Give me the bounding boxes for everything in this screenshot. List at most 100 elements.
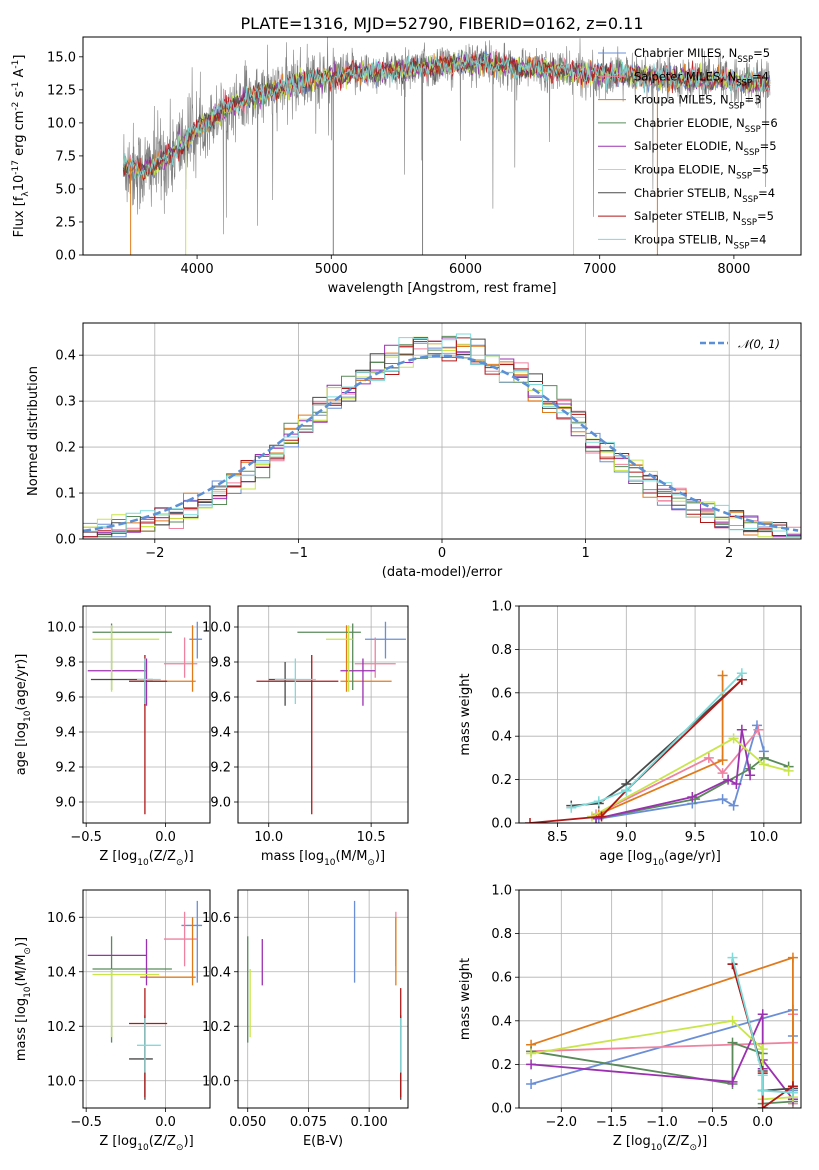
- weight-point: [703, 752, 714, 763]
- y-tick-label: 0.2: [491, 1058, 512, 1073]
- x-tick-label: −0.5: [70, 1115, 102, 1130]
- y-tick-label: 10.6: [202, 911, 231, 926]
- legend: Chabrier MILES, NSSP=5 Salpeter MILES, NS…: [598, 46, 778, 251]
- y-axis-label: Flux [fλ10-17 erg cm-2 s-1 A-1]: [11, 55, 31, 238]
- legend-entry: Chabrier ELODIE, NSSP=6: [634, 116, 778, 135]
- weight-line: [731, 957, 793, 1094]
- y-tick-label: 9.2: [55, 761, 76, 776]
- y-tick-label: 0.0: [491, 1102, 512, 1117]
- y-tick-label: 1.0: [491, 884, 512, 899]
- x-tick-label: −1.0: [646, 1115, 678, 1130]
- y-tick-label: 0.2: [491, 773, 512, 788]
- y-tick-label: 9.0: [210, 796, 231, 811]
- x-tick-label: 6000: [449, 262, 482, 277]
- x-tick-label: 10.0: [254, 830, 283, 845]
- x-tick-label: −1: [289, 546, 308, 561]
- plot-area: [256, 621, 406, 815]
- legend-entry: Chabrier STELIB, NSSP=4: [634, 186, 775, 205]
- y-tick-label: 10.4: [47, 965, 76, 980]
- legend-entry: Kroupa STELIB, NSSP=4: [634, 232, 766, 251]
- axes-frame: [237, 605, 409, 824]
- weight-point: [593, 796, 604, 807]
- weight-point: [757, 1070, 768, 1081]
- x-axis-label: wavelength [Angstrom, rest frame]: [328, 281, 557, 296]
- model-spectrum-line: [122, 52, 771, 180]
- axes-frame: [237, 889, 409, 1109]
- plot-area: [525, 668, 794, 823]
- y-tick-label: 10.0: [47, 621, 76, 636]
- weight-point: [736, 668, 747, 679]
- x-axis-label: Z [log10(Z/Z⊙)]: [99, 1134, 193, 1153]
- weight-point: [596, 811, 607, 822]
- plot-area: [247, 900, 402, 1100]
- weight-point: [526, 1059, 537, 1070]
- model-spectrum-line: [122, 52, 771, 179]
- x-tick-label: 0.100: [351, 1115, 388, 1130]
- weight-point: [591, 813, 602, 823]
- axes-residuals: −2 −1 0 1 2 0.0 0.1 0.2 0.3 0.4 (data-model)/error…: [26, 322, 802, 580]
- y-tick-label: 10.4: [202, 965, 231, 980]
- x-tick-label: 9.0: [616, 830, 637, 845]
- weight-point: [727, 1037, 738, 1048]
- axes-age_vs_Z: −0.5 0.0 9.0 9.2 9.4 9.6 9.8 10.0 Z [log10(Z/Z⊙)…: [14, 605, 211, 868]
- weight-point: [757, 1085, 768, 1096]
- weight-point: [717, 794, 728, 805]
- y-tick-label: 0.2: [55, 441, 76, 456]
- y-tick-label: 10.0: [202, 1074, 231, 1089]
- axes-weight_vs_Z: −2.0 −1.5 −1.0 −0.5 0.0 0.0 0.2 0.4 0.6 0.8 1.0 Z […: [458, 884, 802, 1153]
- weight-point: [728, 800, 739, 811]
- y-tick-label: 0.3: [55, 395, 76, 410]
- y-tick-label: 12.5: [47, 83, 76, 98]
- weight-point: [728, 733, 739, 744]
- x-tick-label: 0: [438, 546, 446, 561]
- weight-point: [717, 755, 728, 766]
- weight-point: [717, 670, 728, 681]
- x-tick-label: 2: [725, 546, 733, 561]
- legend: 𝒩(0, 1): [700, 337, 780, 351]
- weight-point: [723, 774, 734, 785]
- y-tick-label: 9.4: [55, 726, 76, 741]
- y-tick-label: 9.6: [210, 691, 231, 706]
- plot-area: [87, 900, 203, 1100]
- x-axis-label: age [log10(age/yr)]: [599, 849, 721, 868]
- x-tick-label: 1: [581, 546, 589, 561]
- legend-entry: Salpeter MILES, NSSP=4: [634, 69, 769, 88]
- weight-point: [757, 1044, 768, 1055]
- weight-point: [621, 785, 632, 796]
- axes-age_vs_mass: 10.0 10.5 9.0 9.2 9.4 9.6 9.8 10.0 mass [log10(M…: [202, 605, 409, 868]
- y-tick-label: 0.0: [491, 817, 512, 832]
- y-tick-label: 5.0: [55, 182, 76, 197]
- legend-entry: Salpeter ELODIE, NSSP=5: [634, 139, 777, 158]
- plot-area: [87, 621, 203, 815]
- axes-frame: [518, 605, 802, 824]
- histogram-kroupa-stelib: [83, 333, 801, 539]
- axes-mass_vs_ebv: 0.050 0.075 0.100 10.0 10.2 10.4 10.6 E(B-V): [202, 889, 409, 1149]
- legend-entry: Kroupa ELODIE, NSSP=5: [634, 163, 769, 182]
- legend-entry: 𝒩(0, 1): [738, 337, 780, 351]
- axes-spectrum: 4000 5000 6000 7000 8000 0.0 2.5 5.0 7.5 10.0 12.5…: [11, 36, 802, 296]
- x-axis-label: E(B-V): [303, 1134, 343, 1149]
- y-tick-label: 0.6: [491, 686, 512, 701]
- x-tick-label: −1.5: [596, 1115, 628, 1130]
- y-tick-label: 10.0: [202, 621, 231, 636]
- x-tick-label: −0.5: [697, 1115, 729, 1130]
- plot-area: [122, 37, 771, 255]
- axes-weight_vs_age: 8.5 9.0 9.5 10.0 0.0 0.2 0.4 0.6 0.8 1.0 age [log1…: [458, 600, 802, 868]
- x-axis-label: Z [log10(Z/Z⊙)]: [99, 849, 193, 868]
- x-tick-label: 0.0: [752, 1115, 773, 1130]
- x-tick-label: 0.075: [290, 1115, 327, 1130]
- weight-point: [526, 1079, 537, 1090]
- legend-entry: Salpeter STELIB, NSSP=5: [634, 209, 774, 228]
- weight-point: [727, 1015, 738, 1026]
- axes-mass_vs_Z: −0.5 0.0 10.0 10.2 10.4 10.6 Z [log10(Z/Z⊙)] ma…: [14, 889, 211, 1153]
- y-tick-label: 10.0: [47, 116, 76, 131]
- weight-point: [731, 778, 742, 789]
- x-tick-label: 4000: [181, 262, 214, 277]
- x-tick-label: 8.5: [547, 830, 568, 845]
- weight-point: [783, 765, 794, 776]
- y-tick-label: 0.1: [55, 487, 76, 502]
- gaussian-curve: [83, 354, 799, 533]
- y-tick-label: 0.4: [55, 349, 76, 364]
- x-tick-label: 0.050: [229, 1115, 266, 1130]
- plot-area: [526, 952, 798, 1108]
